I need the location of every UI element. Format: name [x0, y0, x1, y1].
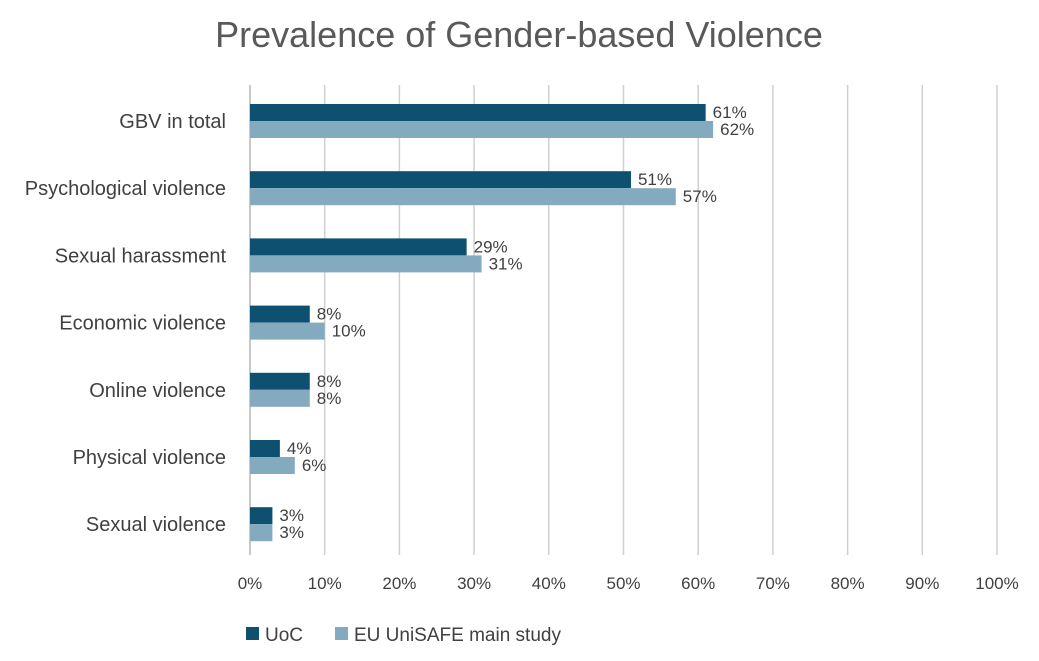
- bar-uoc-online-violence: [250, 372, 310, 390]
- gridlines: [249, 85, 998, 555]
- legend-swatch-uoc: [246, 627, 259, 640]
- bar-eu-unisafe-main-study-physical-violence: [250, 457, 295, 474]
- data-label-eu-unisafe-main-study-economic-violence: 10%: [332, 322, 366, 341]
- category-label-economic-violence: Economic violence: [59, 313, 226, 335]
- bar-uoc-economic-violence: [250, 305, 310, 323]
- legend-label-uoc: UoC: [265, 625, 303, 646]
- bar-uoc-gbv-in-total: [250, 104, 706, 121]
- category-label-online-violence: Online violence: [89, 380, 226, 402]
- data-label-eu-unisafe-main-study-sexual-violence: 3%: [279, 523, 304, 542]
- category-label-psychological-violence: Psychological violence: [25, 178, 226, 200]
- x-tick-label: 100%: [975, 574, 1018, 593]
- data-label-eu-unisafe-main-study-online-violence: 8%: [317, 389, 342, 408]
- bar-uoc-physical-violence: [250, 440, 280, 457]
- bar-eu-unisafe-main-study-economic-violence: [250, 322, 325, 340]
- category-labels: GBV in total Psychological violence Sexual…: [25, 111, 227, 536]
- legend-swatch-eu-unisafe: [335, 627, 348, 640]
- data-label-eu-unisafe-main-study-gbv-in-total: 62%: [720, 120, 754, 139]
- legend-label-eu-unisafe: EU UniSAFE main study: [354, 625, 561, 646]
- legend: UoC EU UniSAFE main study: [246, 625, 561, 646]
- x-tick-label: 40%: [532, 574, 566, 593]
- data-label-uoc-physical-violence: 4%: [287, 439, 312, 458]
- x-tick-label: 60%: [681, 574, 715, 593]
- data-label-uoc-gbv-in-total: 61%: [713, 103, 747, 122]
- x-tick-label: 80%: [831, 574, 865, 593]
- data-label-uoc-sexual-harassment: 29%: [474, 237, 508, 256]
- x-tick-label: 70%: [756, 574, 790, 593]
- category-label-sexual-violence: Sexual violence: [86, 514, 226, 536]
- bar-eu-unisafe-main-study-gbv-in-total: [250, 121, 714, 138]
- x-tick-label: 90%: [905, 574, 939, 593]
- data-label-uoc-online-violence: 8%: [317, 372, 342, 391]
- data-label-eu-unisafe-main-study-sexual-harassment: 31%: [489, 254, 523, 273]
- bar-eu-unisafe-main-study-online-violence: [250, 389, 310, 407]
- data-label-uoc-sexual-violence: 3%: [279, 506, 304, 525]
- data-label-eu-unisafe-main-study-psychological-violence: 57%: [683, 187, 717, 206]
- data-label-eu-unisafe-main-study-physical-violence: 6%: [302, 456, 327, 475]
- x-tick-label: 30%: [457, 574, 491, 593]
- bar-eu-unisafe-main-study-psychological-violence: [250, 188, 676, 206]
- bar-uoc-sexual-harassment: [250, 238, 467, 256]
- bar-uoc-psychological-violence: [250, 171, 631, 189]
- x-tick-label: 0%: [238, 574, 263, 593]
- x-tick-label: 20%: [382, 574, 416, 593]
- category-label-gbv-in-total: GBV in total: [119, 111, 226, 133]
- x-tick-label: 50%: [606, 574, 640, 593]
- category-label-sexual-harassment: Sexual harassment: [55, 245, 227, 267]
- chart-title: Prevalence of Gender-based Violence: [215, 14, 823, 55]
- data-label-uoc-economic-violence: 8%: [317, 305, 342, 324]
- x-tick-label: 10%: [308, 574, 342, 593]
- data-labels: 61%62%51%57%29%31%8%10%8%8%4%6%3%3%: [279, 103, 754, 542]
- data-label-uoc-psychological-violence: 51%: [638, 170, 672, 189]
- bars: [250, 104, 714, 542]
- x-tick-labels: 0% 10% 20% 30% 40% 50% 60% 70% 80% 90% 100%: [238, 574, 1019, 593]
- bar-eu-unisafe-main-study-sexual-violence: [250, 524, 273, 542]
- bar-uoc-sexual-violence: [250, 507, 273, 525]
- bar-eu-unisafe-main-study-sexual-harassment: [250, 255, 482, 273]
- category-label-physical-violence: Physical violence: [73, 447, 226, 469]
